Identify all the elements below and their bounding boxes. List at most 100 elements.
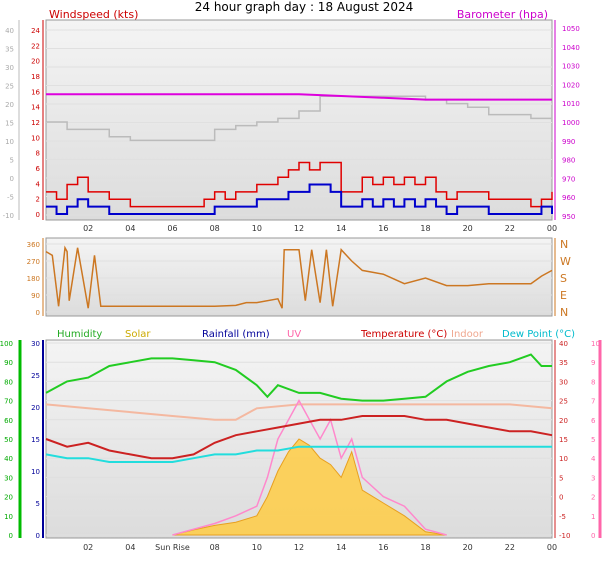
tick-label-uv: 8 <box>591 378 595 386</box>
series-humidity <box>45 353 552 402</box>
compass-label: S <box>560 272 567 285</box>
tick-label-uv: 6 <box>591 417 596 425</box>
tick-label-humidity: 90 <box>4 359 13 367</box>
tick-label-humidity: 10 <box>4 513 13 521</box>
tick-label-wind: 20 <box>31 58 40 66</box>
x-tick-label: 20 <box>463 224 473 233</box>
tick-label-wind: 18 <box>31 73 40 81</box>
tick-label-baro: 1050 <box>562 25 580 33</box>
x-tick-label: 18 <box>420 224 430 233</box>
legend-entry: Rainfall (mm) <box>202 329 270 340</box>
tick-label-temp: 30 <box>5 64 14 72</box>
tick-label-temperature: 5 <box>559 474 563 482</box>
series-solar <box>172 438 447 536</box>
series-uv <box>172 399 447 536</box>
series-barometer <box>46 93 552 101</box>
legend-entry: Humidity <box>57 329 102 340</box>
tick-label-humidity: 40 <box>4 455 13 463</box>
series-wind-average <box>46 183 553 215</box>
legend-entry: Dew Point (°C) <box>502 329 575 340</box>
tick-label-direction: 360 <box>27 241 40 249</box>
tick-label-uv: 10 <box>591 340 600 348</box>
series-wind-direction <box>45 245 553 309</box>
graph-title: 24 hour graph day : 18 August 2024 <box>195 0 414 14</box>
x-tick-label: 20 <box>463 543 473 552</box>
tick-label-temp: 20 <box>5 101 14 109</box>
tick-label-rainfall: 20 <box>31 404 40 412</box>
tick-label-temperature: -5 <box>559 513 566 521</box>
tick-label-baro: 1020 <box>562 81 580 89</box>
tick-label-wind: 16 <box>31 88 40 96</box>
tick-label-rainfall: 0 <box>36 532 40 540</box>
tick-label-baro: 990 <box>562 138 575 146</box>
tick-label-temperature: 35 <box>559 359 568 367</box>
legend-barometer: Barometer (hpa) <box>457 8 548 21</box>
series-temperature <box>45 415 553 460</box>
tick-label-humidity: 30 <box>4 474 13 482</box>
tick-label-baro: 960 <box>562 194 575 202</box>
tick-label-temperature: -10 <box>559 532 570 540</box>
tick-label-rainfall: 15 <box>31 436 40 444</box>
compass-label: N <box>560 306 568 319</box>
x-tick-label: 12 <box>294 543 304 552</box>
tick-label-temp: 0 <box>10 175 14 183</box>
tick-label-wind: 12 <box>31 119 40 127</box>
legend-windspeed: Windspeed (kts) <box>49 8 138 21</box>
tick-label-uv: 9 <box>591 359 595 367</box>
x-tick-label: 04 <box>125 543 135 552</box>
tick-label-baro: 1030 <box>562 63 580 71</box>
legend-entry: Solar <box>125 329 151 340</box>
x-tick-label: 10 <box>252 543 262 552</box>
tick-label-humidity: 20 <box>4 494 13 502</box>
x-tick-label: 16 <box>378 543 388 552</box>
tick-label-uv: 3 <box>591 474 595 482</box>
x-tick-label: 14 <box>336 224 346 233</box>
compass-label: N <box>560 238 568 251</box>
x-tick-label: Sun Rise <box>155 543 190 552</box>
x-tick-label: 02 <box>83 224 93 233</box>
x-tick-label: 06 <box>167 224 177 233</box>
x-tick-label: 16 <box>378 224 388 233</box>
tick-label-temp: 15 <box>5 120 14 128</box>
tick-label-temperature: 25 <box>559 398 568 406</box>
tick-label-baro: 1000 <box>562 119 580 127</box>
x-tick-label: 18 <box>420 543 430 552</box>
tick-label-temperature: 20 <box>559 417 568 425</box>
tick-label-direction: 90 <box>31 292 40 300</box>
tick-label-baro: 1010 <box>562 100 580 108</box>
x-tick-label: 08 <box>210 543 220 552</box>
tick-label-temperature: 15 <box>559 436 568 444</box>
tick-label-temperature: 40 <box>559 340 568 348</box>
tick-label-humidity: 50 <box>4 436 13 444</box>
tick-label-uv: 5 <box>591 436 595 444</box>
tick-label-temp: 40 <box>5 27 14 35</box>
tick-label-rainfall: 30 <box>31 340 40 348</box>
tick-label-temp: 5 <box>10 157 14 165</box>
tick-label-temp: -5 <box>7 194 14 202</box>
x-tick-label: 22 <box>505 224 515 233</box>
x-tick-label: 08 <box>210 224 220 233</box>
tick-label-uv: 1 <box>591 513 595 521</box>
series-indoor <box>45 403 553 421</box>
tick-label-uv: 2 <box>591 494 595 502</box>
tick-label-baro: 980 <box>562 157 575 165</box>
tick-label-temp: -10 <box>3 212 14 220</box>
x-tick-label: 00 <box>547 543 557 552</box>
tick-label-wind: 8 <box>36 150 40 158</box>
tick-label-temp: 10 <box>5 138 14 146</box>
tick-label-temp: 25 <box>5 83 14 91</box>
tick-label-humidity: 100 <box>0 340 13 348</box>
tick-label-temperature: 0 <box>559 494 563 502</box>
tick-label-wind: 2 <box>36 196 40 204</box>
plot-background <box>45 19 553 221</box>
tick-label-direction: 0 <box>36 309 40 317</box>
tick-label-rainfall: 25 <box>31 372 40 380</box>
x-tick-label: 02 <box>83 543 93 552</box>
x-tick-label: 10 <box>252 224 262 233</box>
series-dewpoint <box>45 445 552 463</box>
tick-label-rainfall: 10 <box>31 468 40 476</box>
series-outdoor-temperature <box>46 95 552 142</box>
tick-label-wind: 22 <box>31 42 40 50</box>
